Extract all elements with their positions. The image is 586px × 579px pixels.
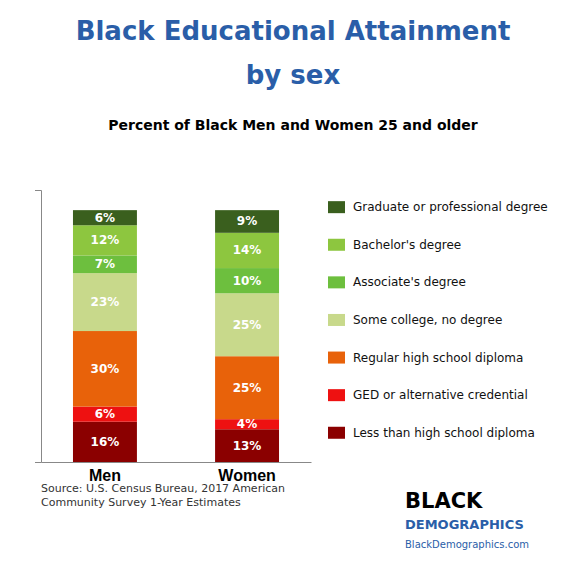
bar-segment	[73, 273, 137, 331]
legend-label: Associate's degree	[353, 275, 466, 289]
data-label: 23%	[91, 295, 120, 309]
legend-label: Graduate or professional degree	[353, 200, 548, 214]
bar-segment	[215, 233, 279, 268]
data-label: 12%	[91, 233, 120, 247]
legend-label: Regular high school diploma	[353, 351, 523, 365]
data-label: 6%	[95, 211, 115, 225]
legend-swatch	[328, 276, 345, 288]
legend-label: GED or alternative credential	[353, 388, 528, 402]
title-line: by sex	[246, 60, 341, 90]
bar-segment	[73, 225, 137, 255]
y-axis	[35, 191, 42, 463]
bar-segment	[73, 331, 137, 407]
bar-segment	[73, 255, 137, 273]
legend-label: Bachelor's degree	[353, 238, 461, 252]
subtitle: Percent of Black Men and Women 25 and ol…	[108, 117, 478, 133]
plot: 16%13%6%4%30%25%23%25%7%10%12%14%6%9%Men…	[35, 191, 312, 485]
data-label: 25%	[233, 381, 262, 395]
logo-sub: DEMOGRAPHICS	[405, 517, 524, 532]
legend-item: Some college, no degree	[328, 313, 502, 327]
bar-segment	[73, 210, 137, 225]
x-axis-line	[42, 462, 312, 463]
data-labels: 16% 13% 6% 4% 30% 25% 23% 25% 7% 10% 12% 14% 6% 9%	[91, 211, 262, 453]
data-label: 4%	[237, 417, 257, 431]
legend-label: Some college, no degree	[353, 313, 502, 327]
legend-label: Less than high school diploma	[353, 426, 535, 440]
logo-main: BLACK	[405, 489, 483, 513]
data-label: 13%	[233, 439, 262, 453]
legend-swatch	[328, 239, 345, 251]
legend-item: GED or alternative credential	[328, 388, 528, 402]
bar-segment	[215, 429, 279, 462]
data-label: 14%	[233, 243, 262, 257]
bar-segment	[215, 268, 279, 293]
legend-item: Bachelor's degree	[328, 238, 461, 252]
bar-segment	[73, 407, 137, 422]
bar-segment	[215, 356, 279, 419]
data-label: 30%	[91, 362, 120, 376]
bar-segment	[215, 210, 279, 233]
legend-swatch	[328, 314, 345, 326]
data-label: 25%	[233, 318, 262, 332]
logo-url: BlackDemographics.com	[405, 539, 529, 550]
data-label: 7%	[95, 257, 115, 271]
legend-swatch	[328, 427, 345, 439]
title: Black Educational Attainment by sex	[76, 16, 511, 90]
data-label: 9%	[237, 214, 257, 228]
y-axis-line	[35, 191, 42, 463]
source: Source: U.S. Census Bureau, 2017 America…	[41, 482, 285, 509]
data-label: 6%	[95, 407, 115, 421]
legend-item: Associate's degree	[328, 275, 466, 289]
bar-segment	[73, 422, 137, 462]
legend-item: Graduate or professional degree	[328, 200, 548, 214]
bar-segment	[215, 293, 279, 356]
legend-item: Less than high school diploma	[328, 426, 535, 440]
bars	[73, 210, 279, 462]
data-label: 10%	[233, 274, 262, 288]
legend: Graduate or professional degree Bachelor'…	[328, 200, 548, 440]
title-line: Black Educational Attainment	[76, 16, 511, 46]
legend-item: Regular high school diploma	[328, 351, 523, 365]
legend-swatch	[328, 352, 345, 364]
legend-swatch	[328, 389, 345, 401]
data-label: 16%	[91, 435, 120, 449]
legend-swatch	[328, 201, 345, 213]
chart: Black Educational Attainment by sex Percen…	[0, 0, 586, 579]
source-line: Community Survey 1-Year Estimates	[41, 496, 241, 509]
source-line: Source: U.S. Census Bureau, 2017 America…	[41, 482, 285, 495]
